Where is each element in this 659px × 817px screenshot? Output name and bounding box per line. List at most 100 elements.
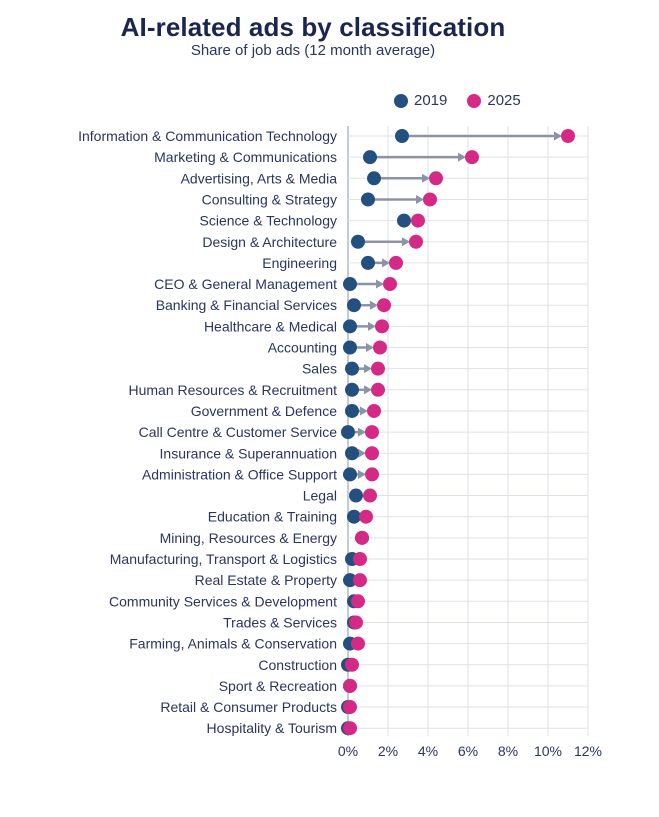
- connector-arrowhead: [364, 385, 372, 395]
- data-point-2019: [345, 382, 359, 397]
- category-label: Legal: [303, 488, 337, 504]
- data-point-2025: [375, 319, 389, 334]
- data-point-2019: [343, 573, 357, 588]
- data-point-2025: [367, 403, 381, 418]
- data-point-2019: [347, 509, 361, 524]
- data-point-2025: [343, 721, 357, 736]
- data-point-2025: [343, 700, 357, 715]
- x-tick-label: 0%: [338, 743, 358, 759]
- category-label: Manufacturing, Transport & Logistics: [110, 551, 337, 567]
- connector-arrowhead: [358, 427, 366, 437]
- data-point-2019: [343, 277, 357, 292]
- category-label: Design & Architecture: [202, 234, 337, 250]
- data-point-2025: [371, 361, 385, 376]
- data-point-2025: [561, 129, 575, 143]
- data-point-2025: [353, 552, 367, 566]
- data-point-2025: [353, 573, 367, 588]
- legend-item-2019: 2019: [394, 92, 447, 109]
- category-label: Farming, Animals & Conservation: [129, 636, 337, 652]
- data-point-2019: [367, 171, 381, 186]
- data-point-2025: [373, 340, 387, 355]
- data-point-2025: [383, 277, 397, 292]
- legend-item-2025: 2025: [467, 92, 521, 109]
- category-label: CEO & General Management: [154, 276, 337, 292]
- data-point-2019: [345, 446, 359, 461]
- connector-arrowhead: [366, 343, 374, 352]
- data-point-2019: [395, 129, 409, 143]
- connector-arrowhead: [358, 448, 366, 458]
- chart-title: AI-related ads by classification: [120, 12, 506, 42]
- category-label: Construction: [258, 657, 337, 673]
- connector-arrowhead: [382, 258, 390, 268]
- data-point-2025: [377, 298, 391, 313]
- x-tick-label: 10%: [534, 743, 562, 759]
- connector-arrowhead: [364, 364, 372, 374]
- x-tick-label: 6%: [458, 743, 478, 759]
- x-tick-label: 8%: [498, 743, 518, 759]
- data-points: [341, 129, 575, 736]
- grid: [347, 126, 589, 736]
- x-tick-label: 2%: [378, 743, 398, 759]
- data-point-2025: [365, 467, 379, 482]
- data-point-2025: [371, 382, 385, 397]
- data-point-2025: [343, 678, 357, 693]
- data-point-2025: [359, 509, 373, 524]
- category-label: Sales: [302, 361, 337, 377]
- category-label: Sport & Recreation: [219, 678, 337, 694]
- category-label: Real Estate & Property: [195, 572, 337, 588]
- connector-arrowhead: [422, 173, 430, 183]
- x-tick-label: 12%: [574, 743, 602, 759]
- category-label: Accounting: [268, 340, 337, 356]
- data-point-2019: [347, 298, 361, 313]
- data-point-2019: [343, 319, 357, 334]
- category-label: Banking & Financial Services: [156, 297, 337, 313]
- data-point-2019: [361, 192, 375, 207]
- category-label: Marketing & Communications: [154, 149, 337, 165]
- connector-arrowhead: [416, 194, 424, 204]
- data-point-2019: [343, 467, 357, 482]
- category-label: Consulting & Strategy: [202, 191, 337, 207]
- connector-arrowhead: [370, 300, 378, 310]
- data-point-2025: [389, 255, 403, 270]
- legend-marker-2025: [467, 93, 482, 108]
- data-point-2025: [465, 150, 479, 165]
- data-point-2025: [423, 192, 437, 207]
- connector-arrowhead: [376, 279, 384, 289]
- category-label: Information & Communication Technology: [78, 128, 337, 144]
- data-point-2019: [397, 213, 411, 228]
- category-label: Engineering: [262, 255, 337, 271]
- data-point-2025: [351, 636, 365, 651]
- category-label: Insurance & Superannuation: [160, 445, 337, 461]
- data-point-2019: [345, 403, 359, 418]
- data-point-2025: [365, 446, 379, 461]
- data-point-2025: [411, 213, 425, 228]
- connector-arrowhead: [402, 237, 410, 247]
- legend-label-2019: 2019: [414, 92, 448, 109]
- data-point-2025: [363, 488, 377, 503]
- category-label: Advertising, Arts & Media: [181, 170, 338, 186]
- category-label: Call Centre & Customer Service: [139, 424, 338, 440]
- data-point-2019: [341, 425, 355, 440]
- x-axis-ticks: 0% 2% 4% 6% 8% 10% 12%: [338, 743, 602, 759]
- category-label: Administration & Office Support: [142, 466, 337, 482]
- category-label: Community Services & Development: [109, 593, 337, 609]
- legend-label-2025: 2025: [487, 92, 521, 109]
- category-labels: Information & Communication Technology Ma…: [78, 128, 337, 736]
- connector-arrowhead: [360, 406, 368, 416]
- data-point-2025: [429, 171, 443, 186]
- data-point-2025: [351, 594, 365, 609]
- data-point-2019: [349, 488, 363, 503]
- data-point-2019: [343, 340, 357, 355]
- category-label: Healthcare & Medical: [204, 318, 337, 334]
- connector-arrowhead: [368, 321, 376, 331]
- connectors: [348, 131, 562, 479]
- data-point-2025: [365, 425, 379, 440]
- data-point-2025: [409, 234, 423, 249]
- connector-arrowhead: [358, 469, 366, 479]
- category-label: Education & Training: [208, 509, 337, 525]
- category-label: Hospitality & Tourism: [207, 720, 337, 736]
- x-tick-label: 4%: [418, 743, 438, 759]
- data-point-2019: [351, 234, 365, 249]
- data-point-2019: [345, 361, 359, 376]
